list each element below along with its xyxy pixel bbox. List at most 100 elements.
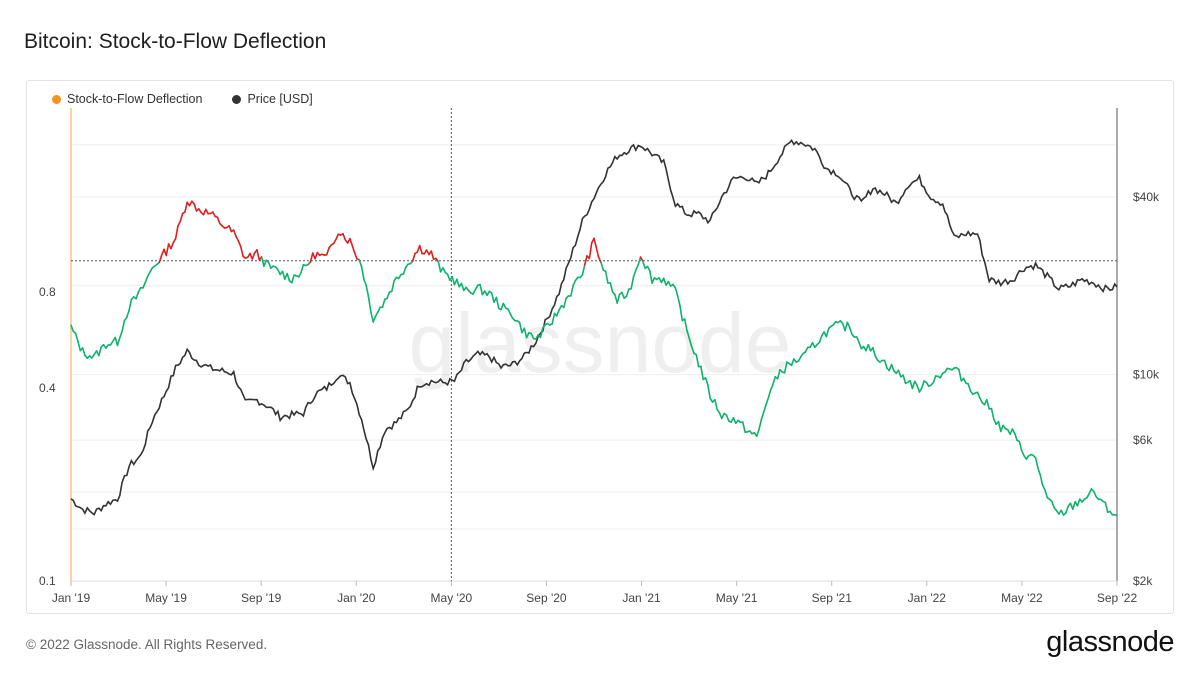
deflection-segment — [872, 346, 877, 358]
deflection-segment — [558, 304, 563, 311]
deflection-segment — [674, 287, 679, 297]
deflection-segment — [456, 278, 461, 288]
deflection-segment — [769, 383, 774, 391]
deflection-segment — [600, 261, 605, 271]
deflection-segment — [335, 233, 340, 241]
deflection-segment — [583, 255, 588, 266]
deflection-segment — [572, 279, 577, 287]
deflection-segment — [683, 318, 688, 332]
deflection-segment — [135, 291, 140, 300]
deflection-segment — [648, 269, 653, 284]
deflection-segment — [119, 330, 123, 339]
legend-item-price[interactable]: Price [USD] — [232, 92, 313, 106]
deflection-segment — [353, 251, 358, 260]
deflection-segment — [372, 315, 377, 323]
deflection-segment — [1044, 488, 1049, 499]
left-tick-label: 0.4 — [39, 381, 56, 395]
deflection-segment — [144, 275, 149, 284]
x-tick-label: Sep '20 — [526, 591, 567, 605]
deflection-segment — [170, 241, 175, 250]
deflection-segment — [846, 321, 851, 329]
deflection-segment — [990, 407, 995, 421]
deflection-segment — [1060, 509, 1065, 516]
deflection-segment — [381, 298, 386, 309]
deflection-segment — [688, 337, 693, 348]
deflection-segment — [581, 264, 586, 276]
deflection-segment — [358, 258, 363, 268]
deflection-segment — [725, 414, 730, 422]
x-tick-label: Sep '21 — [812, 591, 853, 605]
deflection-segment — [267, 261, 272, 270]
deflection-segment — [1034, 456, 1039, 470]
deflection-segment — [365, 284, 370, 298]
deflection-segment — [460, 282, 465, 292]
deflection-segment — [411, 252, 416, 262]
deflection-segment — [386, 291, 391, 300]
deflection-segment — [911, 380, 916, 390]
deflection-segment — [1037, 467, 1042, 476]
x-tick-label: Jan '22 — [908, 591, 947, 605]
deflection-segment — [551, 312, 556, 325]
deflection-segment — [848, 326, 853, 336]
deflection-segment — [637, 256, 642, 266]
deflection-segment — [179, 212, 184, 223]
deflection-segment — [920, 380, 925, 389]
deflection-segment — [646, 265, 651, 272]
deflection-segment — [370, 311, 375, 323]
deflection-segment — [490, 292, 495, 304]
deflection-segment — [300, 263, 305, 274]
deflection-segment — [1051, 500, 1055, 509]
deflection-segment — [451, 275, 456, 286]
deflection-segment — [588, 242, 593, 260]
deflection-segment — [174, 225, 179, 240]
deflection-segment — [263, 259, 268, 268]
deflection-segment — [767, 389, 772, 399]
deflection-segment — [349, 237, 354, 247]
deflection-segment — [81, 347, 86, 357]
deflection-segment — [237, 240, 242, 248]
deflection-segment — [714, 398, 719, 411]
right-tick-label: $2k — [1133, 574, 1153, 588]
deflection-segment — [256, 249, 261, 261]
deflection-segment — [260, 256, 265, 268]
left-tick-label: 0.1 — [39, 574, 56, 588]
deflection-segment — [523, 327, 528, 339]
deflection-segment — [142, 281, 147, 289]
deflection-segment — [314, 251, 319, 260]
deflection-segment — [695, 353, 700, 368]
axes — [70, 108, 1118, 586]
deflection-segment — [741, 421, 746, 434]
deflection-segment — [916, 384, 921, 393]
deflection-segment — [1039, 474, 1044, 486]
legend-dot-icon — [232, 94, 242, 104]
deflection-segment — [962, 377, 967, 384]
deflection-segment — [760, 411, 765, 421]
copyright-text: © 2022 Glassnode. All Rights Reserved. — [26, 637, 268, 652]
deflection-segment — [1104, 501, 1109, 514]
deflection-segment — [363, 278, 368, 287]
x-tick-label: May '21 — [716, 591, 758, 605]
deflection-segment — [997, 420, 1002, 433]
deflection-segment — [776, 368, 781, 380]
deflection-segment — [126, 309, 130, 319]
chart-title: Bitcoin: Stock-to-Flow Deflection — [24, 30, 327, 53]
legend-label: Stock-to-Flow Deflection — [67, 92, 203, 106]
deflection-segment — [562, 297, 567, 309]
deflection-segment — [290, 274, 295, 284]
deflection-segment — [1065, 505, 1069, 514]
deflection-segment — [509, 313, 514, 320]
deflection-segment — [297, 271, 302, 278]
deflection-segment — [74, 332, 79, 343]
deflection-segment — [890, 363, 895, 372]
legend-item-deflection[interactable]: Stock-to-Flow Deflection — [52, 92, 202, 106]
deflection-segment — [976, 391, 981, 399]
right-tick-label: $10k — [1133, 368, 1160, 382]
deflection-segment — [239, 245, 244, 257]
deflection-segment — [720, 412, 726, 420]
right-tick-label: $40k — [1133, 190, 1160, 204]
deflection-segment — [630, 276, 635, 290]
deflection-segment — [804, 346, 809, 353]
deflection-segment — [597, 256, 602, 264]
deflection-segment — [128, 298, 133, 312]
